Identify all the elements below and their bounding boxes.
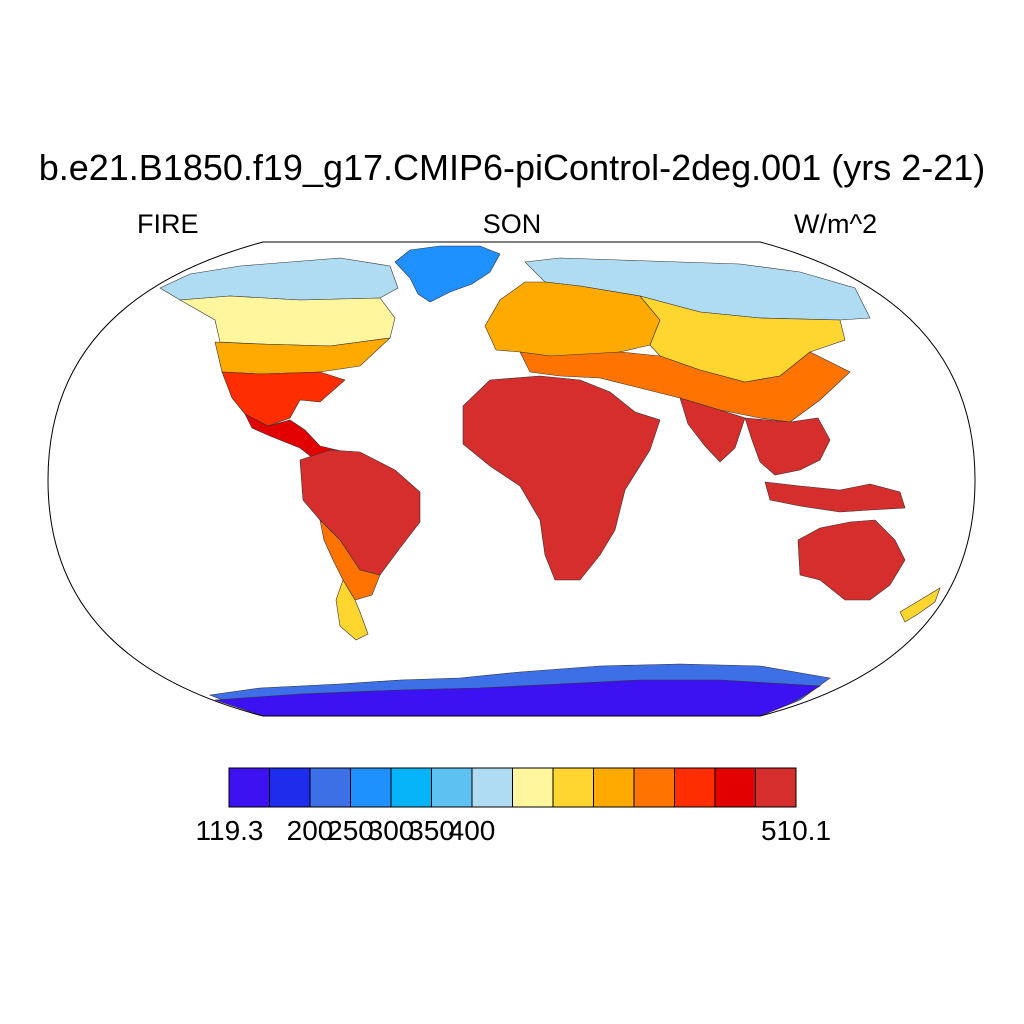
region-antarctica xyxy=(214,679,821,716)
region-south-america-south xyxy=(319,519,381,601)
plot-title: b.e21.B1850.f19_g17.CMIP6-piControl-2deg… xyxy=(38,147,986,188)
region-north-america-boreal xyxy=(179,295,396,347)
region-asia-south xyxy=(519,351,851,423)
region-greenland xyxy=(394,245,501,303)
colorbar-box xyxy=(633,767,675,808)
colorbar-label: 250 xyxy=(327,815,374,846)
region-north-america-south xyxy=(221,371,346,427)
colorbar-box xyxy=(512,767,554,808)
land-fields xyxy=(159,245,941,716)
units-label: W/m^2 xyxy=(794,209,878,239)
region-south-america xyxy=(299,449,421,576)
colorbar-box xyxy=(390,767,432,808)
colorbar-label: 510.1 xyxy=(760,815,832,846)
colorbar-box xyxy=(471,767,513,808)
region-australia xyxy=(797,519,906,601)
colorbar-box xyxy=(552,767,594,808)
colorbar-box xyxy=(755,767,797,808)
left-label: FIRE xyxy=(137,209,199,239)
colorbar-label: 119.3 xyxy=(195,815,264,846)
colorbar xyxy=(228,767,797,808)
colorbar-label: 200 xyxy=(286,815,334,846)
region-north-america-arctic xyxy=(159,257,399,301)
colorbar-label: 350 xyxy=(408,815,455,846)
region-india xyxy=(679,397,746,463)
colorbar-box xyxy=(714,767,756,808)
region-southeast-asia xyxy=(744,417,831,476)
region-southeast-asia xyxy=(764,481,906,513)
region-new-zealand xyxy=(899,587,941,623)
colorbar-label: 400 xyxy=(448,815,496,846)
colorbar-label: 300 xyxy=(367,815,415,846)
colorbar-box xyxy=(309,767,351,808)
colorbar-box xyxy=(593,767,635,808)
colorbar-box xyxy=(228,767,270,808)
colorbar-box xyxy=(269,767,311,808)
colorbar-box xyxy=(674,767,716,808)
colorbar-box xyxy=(350,767,392,808)
map-boundary xyxy=(47,241,976,717)
colorbar-box xyxy=(431,767,473,808)
season-label: SON xyxy=(482,209,542,239)
region-patagonia xyxy=(335,579,369,641)
region-africa xyxy=(462,375,661,581)
